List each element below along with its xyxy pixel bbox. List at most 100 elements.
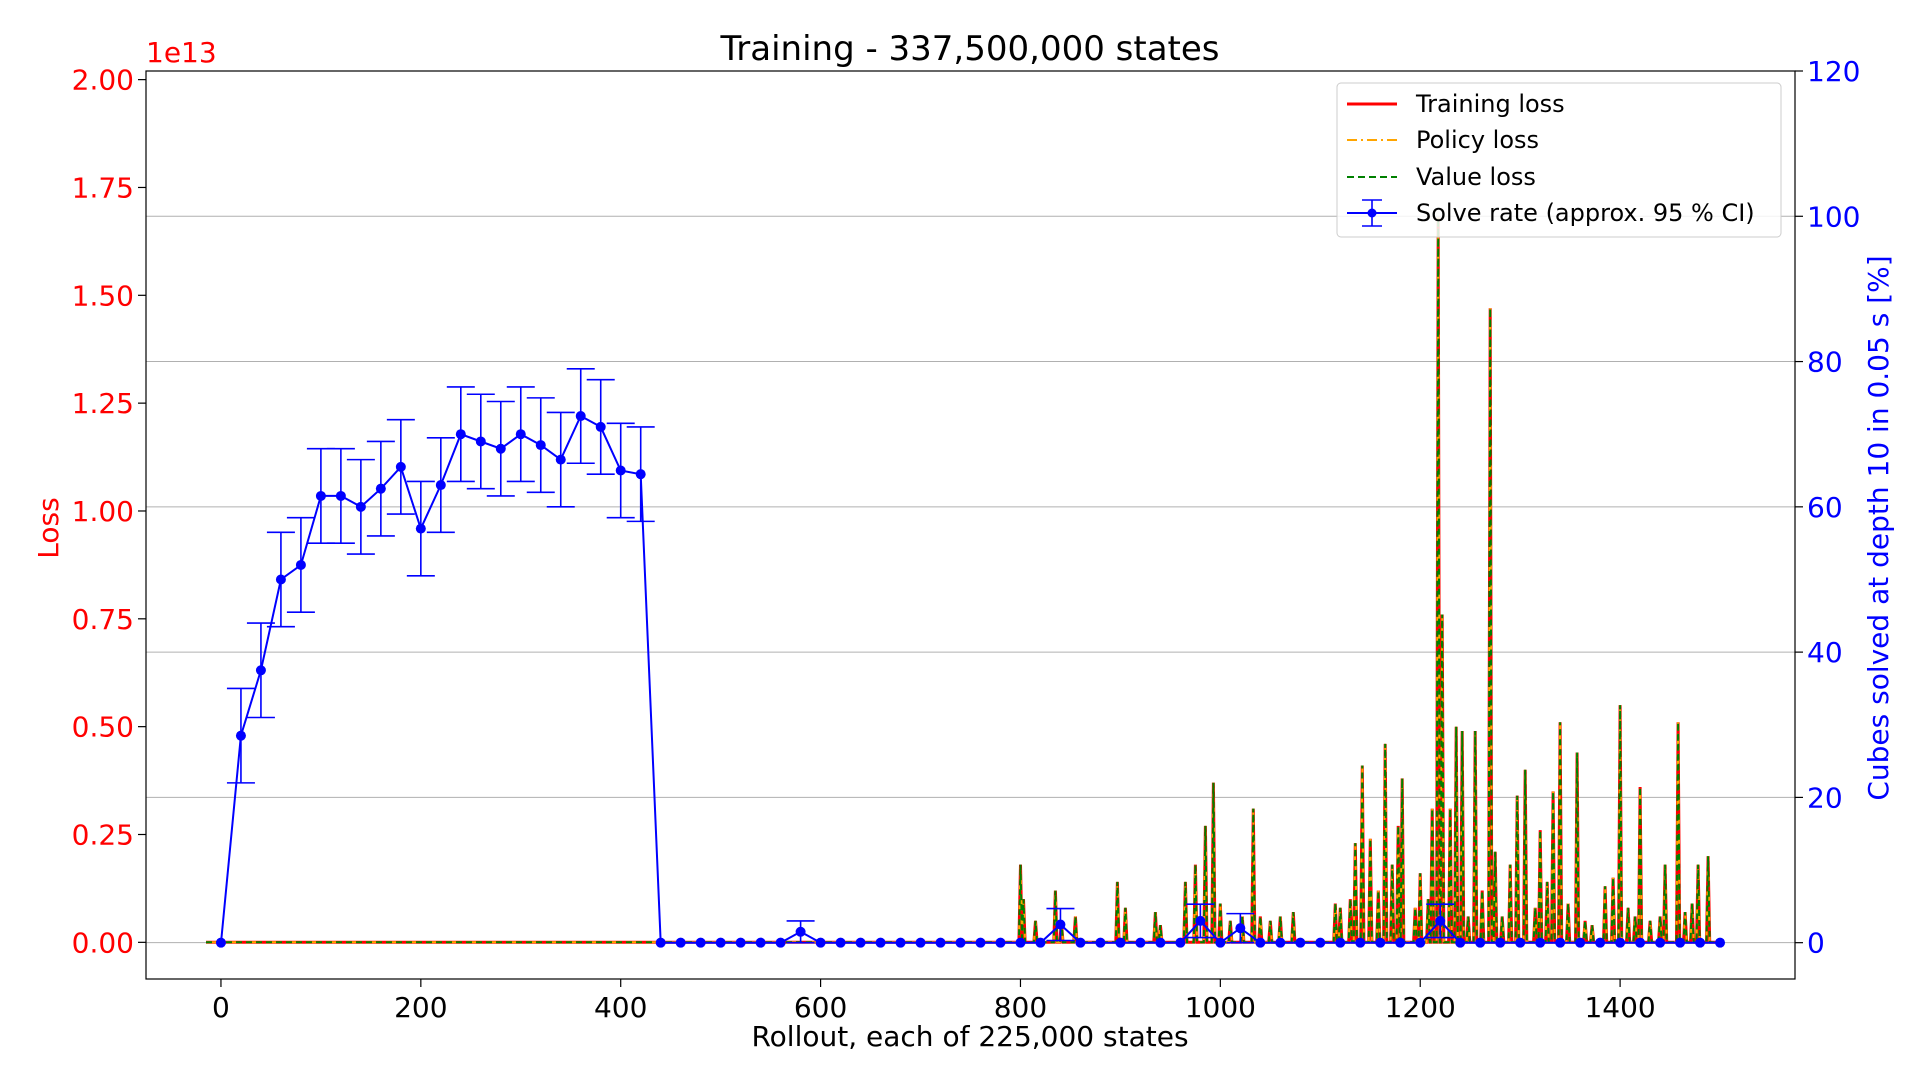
left-tick-label-0.50: 0.50 [72, 711, 134, 744]
solve-point-1120 [1335, 937, 1346, 948]
solve-point-480 [695, 937, 706, 948]
solve-point-720 [935, 937, 946, 948]
right-y-axis-label: Cubes solved at depth 10 in 0.05 s [%] [1862, 255, 1895, 800]
right-tick-label-0: 0 [1807, 927, 1825, 960]
solve-point-440 [655, 937, 666, 948]
legend-value-label: Value loss [1416, 163, 1536, 191]
x-tick-label-1400: 1400 [1584, 991, 1655, 1024]
x-tick-label-1200: 1200 [1385, 991, 1456, 1024]
solve-point-1080 [1295, 937, 1306, 948]
legend-training-label: Training loss [1415, 90, 1565, 118]
right-tick-label-20: 20 [1807, 781, 1843, 814]
solve-point-340 [555, 454, 566, 465]
solve-point-120 [335, 490, 346, 501]
solve-point-1160 [1375, 937, 1386, 948]
solve-point-1000 [1215, 937, 1226, 948]
solve-point-600 [815, 937, 826, 948]
right-tick-label-120: 120 [1807, 55, 1860, 88]
solve-point-1340 [1555, 937, 1566, 948]
left-tick-label-1.75: 1.75 [72, 171, 134, 204]
left-y-axis-label: Loss [32, 497, 65, 558]
solve-rate-series [215, 368, 1726, 948]
solve-rate-line [220, 414, 1720, 945]
legend-solve-label: Solve rate (approx. 95 % CI) [1416, 199, 1755, 227]
solve-point-820 [1035, 937, 1046, 948]
solve-point-1360 [1575, 937, 1586, 948]
solve-point-1280 [1495, 937, 1506, 948]
solve-point-1220 [1435, 915, 1446, 926]
solve-point-1320 [1535, 937, 1546, 948]
solve-point-840 [1055, 919, 1066, 930]
right-y-axis: 0 20 40 60 80 100 120 [1795, 55, 1860, 960]
solve-point-1100 [1315, 937, 1326, 948]
legend: Training loss Policy loss Value loss Sol… [1336, 82, 1782, 238]
legend-solve-swatch [1347, 199, 1397, 227]
solve-point-540 [755, 937, 766, 948]
x-tick-label-400: 400 [594, 991, 647, 1024]
solve-point-580 [795, 926, 806, 937]
solve-point-240 [455, 429, 466, 440]
solve-point-1180 [1395, 937, 1406, 948]
solve-point-880 [1095, 937, 1106, 948]
right-tick-label-100: 100 [1807, 200, 1860, 233]
solve-point-560 [775, 937, 786, 948]
solve-point-980 [1195, 915, 1206, 926]
solve-point-20 [235, 730, 246, 741]
solve-point-520 [735, 937, 746, 948]
solve-point-800 [1015, 937, 1026, 948]
solve-point-680 [895, 937, 906, 948]
x-tick-label-1000: 1000 [1185, 991, 1256, 1024]
x-axis: 0 200 400 600 800 1000 1200 1400 [212, 979, 1656, 1024]
solve-point-620 [835, 937, 846, 948]
solve-point-200 [415, 523, 426, 534]
solve-point-1040 [1255, 937, 1266, 948]
solve-point-1240 [1455, 937, 1466, 948]
solve-point-960 [1175, 937, 1186, 948]
left-tick-label-0.75: 0.75 [72, 603, 134, 636]
solve-point-0 [215, 937, 226, 948]
right-tick-label-60: 60 [1807, 491, 1843, 524]
right-tick-label-80: 80 [1807, 346, 1843, 379]
left-y-axis: 0.00 0.25 0.50 0.75 1.00 1.25 1.50 1.75 2.00 [72, 64, 146, 959]
left-axis-scale-label: 1e13 [146, 36, 217, 69]
solve-point-640 [855, 937, 866, 948]
left-tick-label-0.25: 0.25 [72, 818, 134, 851]
left-tick-label-1.25: 1.25 [72, 387, 134, 420]
solve-point-220 [435, 480, 446, 491]
solve-point-1140 [1355, 937, 1366, 948]
solve-point-420 [635, 469, 646, 480]
left-tick-label-1.00: 1.00 [72, 495, 134, 528]
solve-point-1060 [1275, 937, 1286, 948]
left-tick-label-2.00: 2.00 [72, 64, 134, 97]
loss-series [206, 217, 1720, 944]
training-loss-line [206, 217, 1720, 944]
solve-point-760 [975, 937, 986, 948]
solve-point-1440 [1655, 937, 1666, 948]
solve-point-1260 [1475, 937, 1486, 948]
solve-point-300 [515, 429, 526, 440]
left-tick-label-0.00: 0.00 [72, 926, 134, 959]
x-tick-label-200: 200 [394, 991, 447, 1024]
solve-point-700 [915, 937, 926, 948]
solve-point-60 [275, 574, 286, 585]
solve-point-1200 [1415, 937, 1426, 948]
solve-point-780 [995, 937, 1006, 948]
solve-point-100 [315, 490, 326, 501]
left-tick-label-1.50: 1.50 [72, 279, 134, 312]
legend-policy-label: Policy loss [1416, 126, 1539, 154]
solve-point-40 [255, 665, 266, 676]
x-tick-label-800: 800 [994, 991, 1047, 1024]
solve-point-1380 [1595, 937, 1606, 948]
solve-point-920 [1135, 937, 1146, 948]
solve-point-1300 [1515, 937, 1526, 948]
solve-point-860 [1075, 937, 1086, 948]
solve-point-280 [495, 443, 506, 454]
solve-point-260 [475, 436, 486, 447]
solve-point-1500 [1715, 937, 1726, 948]
solve-point-380 [595, 421, 606, 432]
legend-box [1336, 82, 1782, 238]
solve-point-320 [535, 440, 546, 451]
chart-title: Training - 337,500,000 states [720, 29, 1220, 69]
solve-point-900 [1115, 937, 1126, 948]
